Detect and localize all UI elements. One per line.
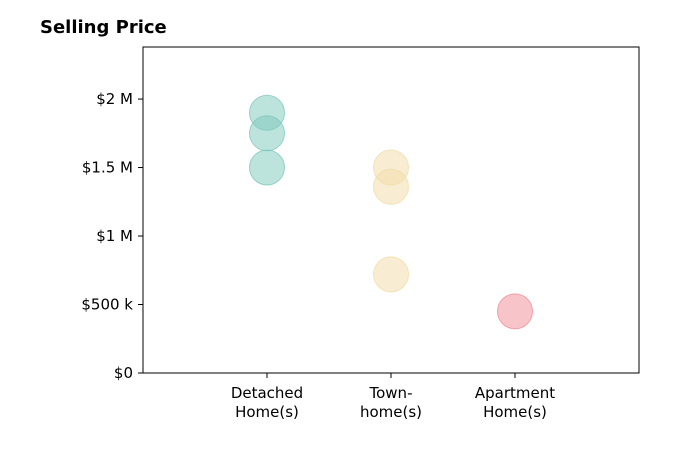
x-axis: Detached Home(s)Town-home(s)Apartment Home… [231, 373, 555, 421]
x-tick-label-line: Detached [231, 384, 303, 402]
y-tick-label: $0 [114, 364, 133, 382]
y-tick-label: $2 M [96, 90, 133, 108]
data-point [249, 115, 285, 152]
x-tick-label: Detached Home(s) [231, 384, 303, 421]
x-tick-label-line: Town- [369, 384, 413, 402]
plot-area-frame [142, 46, 640, 374]
chart-title: Selling Price [40, 17, 167, 38]
y-tick-label: $500 k [81, 296, 133, 314]
data-point [373, 168, 409, 205]
x-tick-label-line: Home(s) [483, 403, 547, 421]
data-points [249, 94, 533, 330]
x-tick-label: Town-home(s) [360, 384, 422, 421]
x-tick-label-line: Apartment [475, 384, 555, 402]
x-tick-label: Apartment Home(s) [475, 384, 555, 421]
data-point [373, 256, 409, 293]
x-tick-label-line: home(s) [360, 403, 422, 421]
x-tick-label-line: Home(s) [235, 403, 299, 421]
data-point [497, 293, 533, 330]
y-tick-label: $1.5 M [82, 159, 133, 177]
data-point [249, 149, 285, 186]
y-axis: $0 $500 k $1 M $1.5 M $2 M [81, 90, 143, 382]
y-tick-label: $1 M [96, 227, 133, 245]
